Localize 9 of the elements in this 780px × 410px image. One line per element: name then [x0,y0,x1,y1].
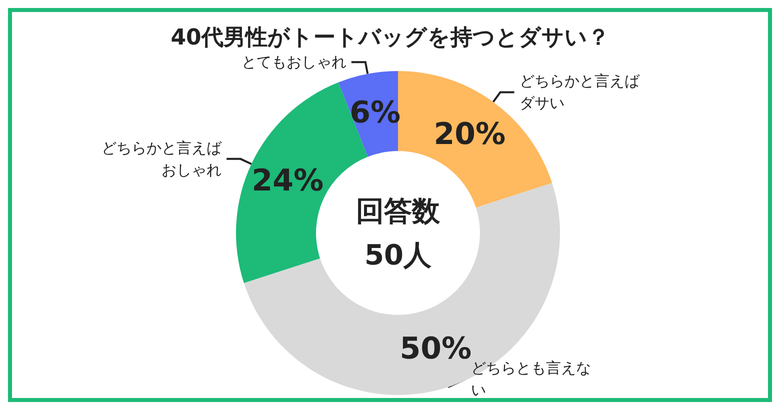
data-label: 50% [400,332,472,367]
chart-title: 40代男性がトートバッグを持つとダサい？ [170,26,610,50]
slice-label: どちらかと言えばおしゃれ [102,138,223,179]
slice-label: どちらかと言えばダサい [519,72,640,112]
text: 回答数 50人 [356,194,441,272]
slice-label: どちらとも言えない [470,359,591,399]
data-label: 24% [252,164,324,199]
slice-label: とてもおしゃれ [241,53,346,72]
data-label: 20% [434,116,506,152]
